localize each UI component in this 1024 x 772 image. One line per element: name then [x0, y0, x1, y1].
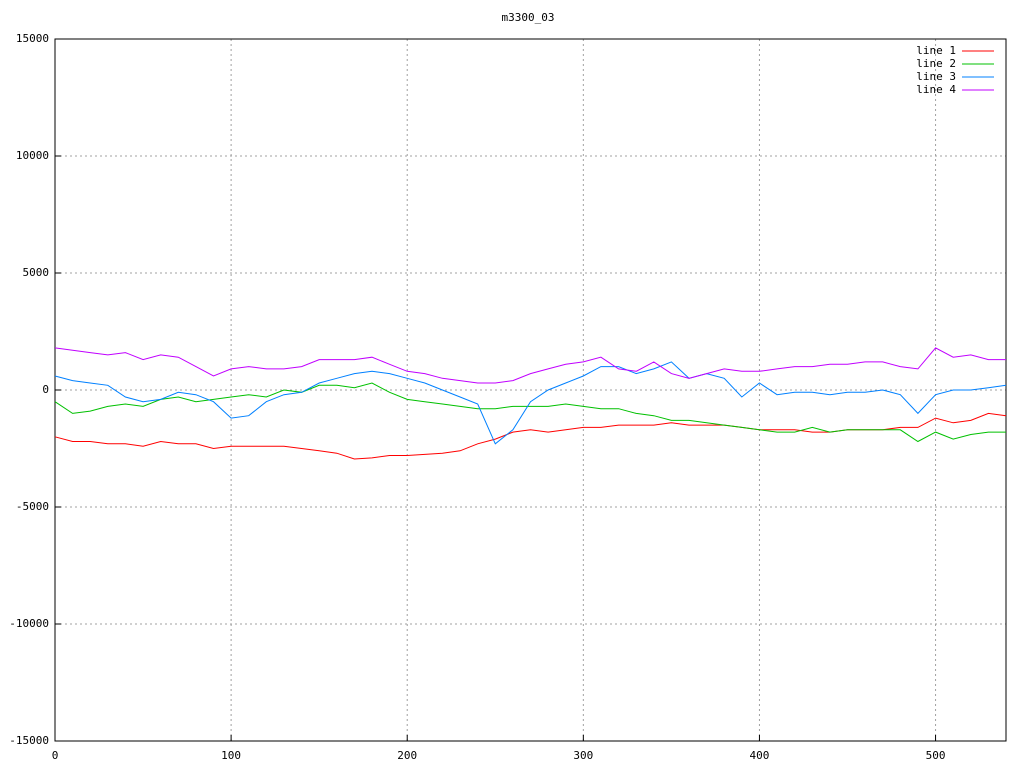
- x-tick-label: 100: [221, 749, 241, 762]
- legend-label: line 2: [916, 57, 956, 70]
- y-tick-label: -10000: [9, 617, 49, 630]
- y-tick-label: 5000: [23, 266, 50, 279]
- x-tick-label: 0: [52, 749, 59, 762]
- legend-label: line 4: [916, 83, 956, 96]
- x-tick-label: 200: [397, 749, 417, 762]
- y-tick-label: 10000: [16, 149, 49, 162]
- series-line: [54, 382, 1006, 443]
- series-line: [54, 412, 1007, 460]
- x-tick-label: 400: [750, 749, 770, 762]
- legend-label: line 3: [916, 70, 956, 83]
- y-tick-label: 0: [42, 383, 49, 396]
- y-tick-label: -15000: [9, 734, 49, 747]
- legend-label: line 1: [916, 44, 956, 57]
- series-line: [54, 347, 1006, 384]
- y-tick-label: 15000: [16, 32, 49, 45]
- series-line: [54, 361, 1007, 445]
- x-tick-label: 300: [573, 749, 593, 762]
- x-tick-label: 500: [926, 749, 946, 762]
- plot-frame: [54, 38, 1007, 742]
- chart-title: m3300_03: [502, 11, 555, 24]
- y-tick-label: -5000: [16, 500, 49, 513]
